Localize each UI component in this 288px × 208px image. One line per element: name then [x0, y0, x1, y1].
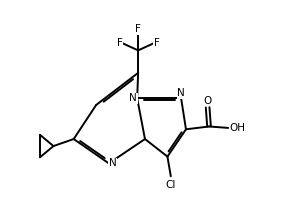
Text: F: F	[135, 24, 141, 34]
Text: O: O	[204, 96, 212, 106]
Text: OH: OH	[230, 123, 246, 133]
Text: F: F	[154, 38, 160, 48]
Text: Cl: Cl	[166, 180, 176, 190]
Text: N: N	[129, 93, 137, 103]
Text: N: N	[109, 158, 117, 168]
Text: N: N	[177, 88, 185, 98]
Text: F: F	[117, 38, 123, 48]
